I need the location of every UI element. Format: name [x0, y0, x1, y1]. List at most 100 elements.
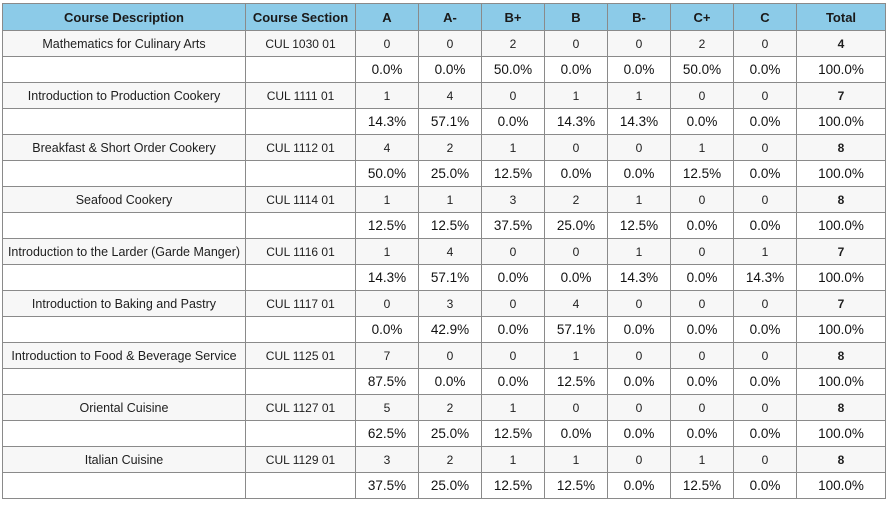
column-header-grade-a: A [355, 3, 419, 31]
grade-percent-cell: 0.0% [733, 108, 797, 135]
grade-percent-cell: 0.0% [481, 368, 545, 395]
grade-percent-cell: 42.9% [418, 316, 482, 343]
empty-cell [2, 56, 246, 83]
empty-cell [2, 212, 246, 239]
course-description-cell: Introduction to Production Cookery [2, 82, 246, 109]
empty-cell [245, 108, 356, 135]
grade-count-cell: 4 [544, 290, 608, 317]
grade-percent-cell: 12.5% [481, 420, 545, 447]
grade-count-cell: 0 [670, 186, 734, 213]
grade-percent-cell: 25.0% [544, 212, 608, 239]
grade-percent-cell: 25.0% [418, 160, 482, 187]
course-description-cell: Mathematics for Culinary Arts [2, 30, 246, 57]
course-section-cell: CUL 1030 01 [245, 30, 356, 57]
grade-percent-cell: 0.0% [733, 472, 797, 499]
grade-count-cell: 1 [544, 82, 608, 109]
grade-count-cell: 1 [481, 446, 545, 473]
course-section-cell: CUL 1129 01 [245, 446, 356, 473]
grade-distribution-table: Course Description Course Section A A- B+ B B-… [2, 3, 886, 499]
course-section-cell: CUL 1127 01 [245, 394, 356, 421]
grade-percent-cell: 0.0% [733, 160, 797, 187]
grade-percent-cell: 0.0% [544, 56, 608, 83]
column-header-total: Total [796, 3, 886, 31]
grade-count-cell: 2 [418, 394, 482, 421]
empty-cell [2, 472, 246, 499]
grade-count-cell: 1 [607, 82, 671, 109]
grade-percent-cell: 0.0% [607, 316, 671, 343]
grade-percent-cell: 0.0% [733, 212, 797, 239]
total-percent-cell: 100.0% [796, 108, 886, 135]
grade-percent-cell: 14.3% [607, 108, 671, 135]
grade-percent-cell: 50.0% [670, 56, 734, 83]
table-row-percentages: 14.3% 57.1% 0.0% 14.3% 14.3% 0.0% 0.0% 100.0% [2, 108, 886, 135]
column-header-grade-c: C [733, 3, 797, 31]
grade-count-cell: 0 [418, 342, 482, 369]
table-row-percentages: 87.5% 0.0% 0.0% 12.5% 0.0% 0.0% 0.0% 100.0% [2, 368, 886, 395]
grade-count-cell: 1 [355, 238, 419, 265]
total-count-cell: 8 [796, 186, 886, 213]
grade-count-cell: 7 [355, 342, 419, 369]
grade-count-cell: 4 [418, 238, 482, 265]
course-description-cell: Introduction to Baking and Pastry [2, 290, 246, 317]
grade-count-cell: 2 [670, 30, 734, 57]
grade-count-cell: 0 [607, 446, 671, 473]
grade-percent-cell: 12.5% [481, 160, 545, 187]
grade-percent-cell: 14.3% [544, 108, 608, 135]
grade-count-cell: 4 [355, 134, 419, 161]
course-description-cell: Oriental Cuisine [2, 394, 246, 421]
grade-count-cell: 1 [355, 82, 419, 109]
grade-count-cell: 0 [607, 290, 671, 317]
grade-count-cell: 0 [670, 342, 734, 369]
grade-percent-cell: 0.0% [670, 212, 734, 239]
column-header-grade-b: B [544, 3, 608, 31]
grade-percent-cell: 0.0% [670, 420, 734, 447]
grade-count-cell: 1 [670, 134, 734, 161]
grade-percent-cell: 0.0% [607, 420, 671, 447]
grade-percent-cell: 0.0% [481, 264, 545, 291]
empty-cell [2, 108, 246, 135]
grade-count-cell: 0 [481, 238, 545, 265]
grade-percent-cell: 50.0% [355, 160, 419, 187]
table-row-counts: Introduction to the Larder (Garde Manger… [2, 238, 886, 265]
grade-percent-cell: 14.3% [355, 108, 419, 135]
grade-percent-cell: 0.0% [544, 160, 608, 187]
grade-count-cell: 0 [733, 446, 797, 473]
grade-percent-cell: 12.5% [544, 368, 608, 395]
empty-cell [245, 264, 356, 291]
grade-count-cell: 1 [607, 186, 671, 213]
grade-percent-cell: 12.5% [355, 212, 419, 239]
table-row-counts: Seafood Cookery CUL 1114 01 1 1 3 2 1 0 0 8 [2, 186, 886, 213]
table-row-counts: Introduction to Food & Beverage Service C… [2, 342, 886, 369]
table-row-percentages: 62.5% 25.0% 12.5% 0.0% 0.0% 0.0% 0.0% 100.0% [2, 420, 886, 447]
total-percent-cell: 100.0% [796, 472, 886, 499]
grade-percent-cell: 57.1% [544, 316, 608, 343]
total-percent-cell: 100.0% [796, 420, 886, 447]
grade-count-cell: 0 [607, 342, 671, 369]
course-description-cell: Breakfast & Short Order Cookery [2, 134, 246, 161]
table-row-percentages: 14.3% 57.1% 0.0% 0.0% 14.3% 0.0% 14.3% 100.0% [2, 264, 886, 291]
grade-percent-cell: 12.5% [607, 212, 671, 239]
grade-percent-cell: 0.0% [607, 472, 671, 499]
grade-percent-cell: 0.0% [670, 368, 734, 395]
total-percent-cell: 100.0% [796, 212, 886, 239]
total-count-cell: 8 [796, 446, 886, 473]
grade-count-cell: 0 [607, 30, 671, 57]
grade-count-cell: 1 [418, 186, 482, 213]
empty-cell [245, 56, 356, 83]
empty-cell [245, 368, 356, 395]
empty-cell [2, 420, 246, 447]
total-percent-cell: 100.0% [796, 56, 886, 83]
grade-count-cell: 0 [670, 290, 734, 317]
total-count-cell: 8 [796, 342, 886, 369]
grade-count-cell: 2 [481, 30, 545, 57]
empty-cell [245, 316, 356, 343]
grade-count-cell: 0 [481, 82, 545, 109]
grade-percent-cell: 12.5% [670, 472, 734, 499]
empty-cell [245, 160, 356, 187]
grade-percent-cell: 0.0% [670, 316, 734, 343]
grade-percent-cell: 0.0% [733, 316, 797, 343]
grade-percent-cell: 37.5% [355, 472, 419, 499]
column-header-grade-b-minus: B- [607, 3, 671, 31]
grade-percent-cell: 0.0% [733, 56, 797, 83]
grade-percent-cell: 0.0% [733, 368, 797, 395]
